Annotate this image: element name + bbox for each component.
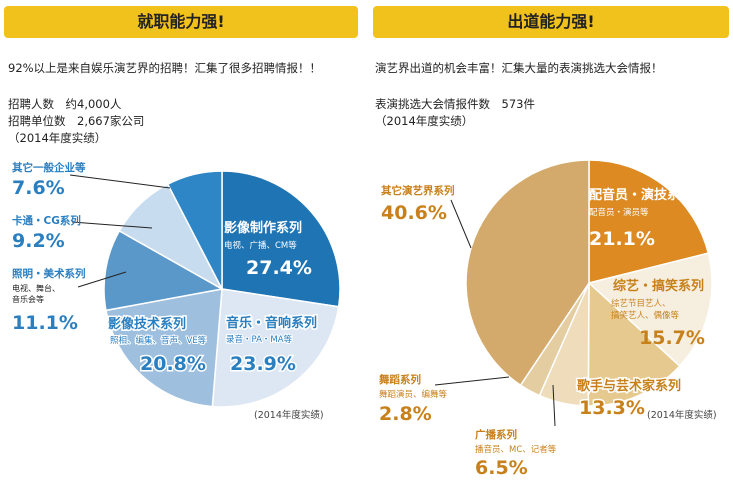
slice-name-dance: 舞蹈系列: [378, 373, 421, 386]
slice-sub-variety-1: 综艺节目艺人、: [611, 298, 671, 309]
right-pie-slice-1: [587, 252, 713, 368]
left-year: （2014年度实绩）: [8, 131, 107, 145]
slice-name-voice: 配音员・演技系列: [589, 187, 693, 203]
slice-sub-music: 录音・PA・MA等: [226, 334, 293, 345]
right-footnote: (2014年度实绩): [647, 409, 717, 421]
slice-name-other-ent: 其它演艺界系列: [381, 184, 455, 197]
right-pie-chart: 其它演艺界系列 40.6% 配音员・演技系列 配音员・演员等 21.1% 综艺・…: [378, 159, 717, 479]
slice-name-singer: 歌手与芸术家系列: [577, 378, 681, 394]
right-pie-slice-0: [588, 159, 710, 284]
slice-sub-variety-2: 搞笑艺人、偶像等: [611, 310, 680, 321]
leader-line-broadcast: [552, 384, 556, 427]
slice-value-lighting: 11.1%: [12, 312, 78, 334]
slice-name-video: 影像制作系列: [224, 220, 302, 236]
slice-value-tech: 20.8%: [140, 353, 206, 375]
slice-value-singer: 13.3%: [579, 397, 645, 419]
left-stat-people: 招聘人数 约4,000人: [8, 97, 122, 111]
right-pie-slice-2: [587, 281, 681, 407]
slice-name-lighting: 照明・美术系列: [12, 267, 86, 280]
right-year: （2014年度实绩）: [375, 114, 474, 128]
slice-value-variety: 15.7%: [639, 327, 705, 349]
left-footnote: (2014年度实绩): [254, 409, 324, 421]
right-header: 出道能力强!: [373, 6, 729, 38]
slice-sub-video: 电视、广播、CM等: [224, 240, 297, 251]
left-intro: 92%以上是来自娱乐演艺界的招聘！汇集了很多招聘情报！！: [8, 61, 322, 75]
slice-value-broadcast: 6.5%: [475, 457, 528, 479]
leader-line-other-entertainment: [450, 199, 472, 249]
left-pie-slice-0: [221, 170, 341, 308]
slice-name-tech: 影像技术系列: [108, 316, 186, 332]
left-stat-companies: 招聘单位数 2,667家公司: [8, 114, 145, 128]
slice-sub-lighting-1: 电视、舞台、: [12, 283, 60, 293]
slice-name-variety: 综艺・搞笑系列: [613, 278, 704, 294]
left-pie-slices: [103, 170, 341, 408]
slice-sub-dance: 舞蹈演员、编舞等: [379, 389, 448, 400]
left-header: 就职能力强!: [4, 6, 358, 38]
slice-value-voice: 21.1%: [589, 228, 655, 250]
left-panel: 就职能力强! 92%以上是来自娱乐演艺界的招聘！汇集了很多招聘情报！！ 招聘人数…: [0, 0, 362, 492]
left-pie-slice-1: [211, 288, 340, 408]
slice-sub-lighting-2: 音乐会等: [12, 294, 44, 304]
slice-value-cg: 9.2%: [12, 230, 65, 252]
leader-line-cg: [71, 221, 153, 229]
left-pie-slice-5: [166, 170, 223, 290]
slice-name-broadcast: 广播系列: [475, 428, 517, 441]
slice-value-dance: 2.8%: [379, 403, 432, 425]
slice-name-other: 其它一般企业等: [12, 161, 86, 174]
left-pie-slice-3: [103, 229, 225, 312]
slice-value-other-ent: 40.6%: [381, 202, 447, 224]
slice-name-cg: 卡通・CG系列: [12, 214, 81, 227]
slice-sub-voice: 配音员・演员等: [589, 207, 649, 218]
left-pie-slice-2: [105, 288, 223, 408]
slice-sub-tech: 照相、编集、音声、VE等: [110, 335, 207, 346]
right-intro: 演艺界出道的机会丰富！汇集大量的表演挑选大会情报！: [375, 61, 663, 75]
slice-value-video: 27.4%: [246, 257, 312, 279]
slice-value-music: 23.9%: [230, 353, 296, 375]
leader-line-dance: [434, 376, 510, 386]
right-stat-auditions: 表演挑选大会情报件数 573件: [375, 97, 535, 111]
left-pie-chart: 其它一般企业等 7.6% 卡通・CG系列 9.2% 照明・美术系列 电视、舞台、…: [12, 161, 341, 421]
slice-sub-broadcast: 播音员、MC、记者等: [475, 444, 557, 455]
slice-name-music: 音乐・音响系列: [226, 315, 317, 331]
slice-value-other: 7.6%: [12, 177, 65, 199]
leader-line-other: [69, 174, 171, 189]
right-panel: 出道能力强! 演艺界出道的机会丰富！汇集大量的表演挑选大会情报！ 表演挑选大会情…: [371, 0, 733, 492]
right-pie-slices: [465, 159, 713, 407]
right-pie-slice-5: [465, 159, 590, 387]
leader-line-lighting: [77, 271, 127, 288]
